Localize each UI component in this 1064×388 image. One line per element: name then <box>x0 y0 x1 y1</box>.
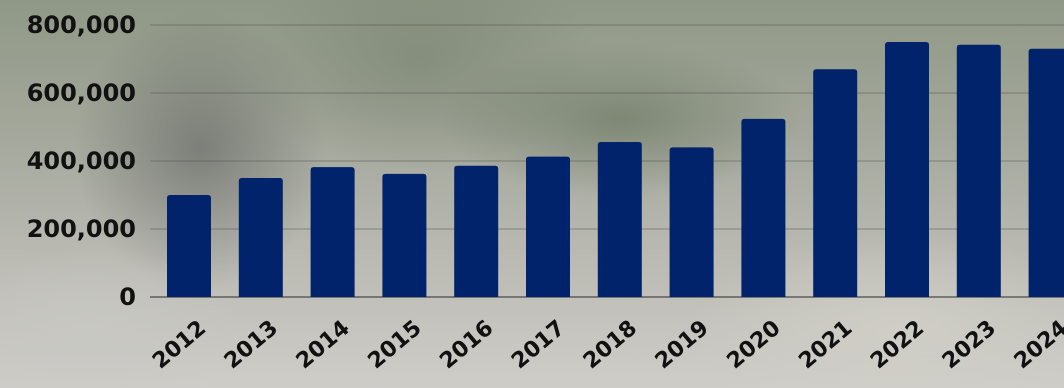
y-tick-label: 400,000 <box>27 147 136 175</box>
bar-2024 <box>1028 48 1064 297</box>
x-tick-label-2021: 2021 <box>794 316 857 375</box>
bar-2019 <box>669 147 714 297</box>
bar-2013 <box>238 178 283 297</box>
bar-2015 <box>382 173 427 297</box>
bar-2012 <box>167 195 211 297</box>
bar-2014 <box>310 167 355 297</box>
x-tick-label-2017: 2017 <box>507 316 570 375</box>
y-tick-label: 600,000 <box>27 79 136 107</box>
x-axis-ticks: 2012 2013 2014 2015 2016 2017 2018 2019 2020 2021… <box>148 316 1064 375</box>
bar-2018 <box>597 141 642 297</box>
bar-2023 <box>956 44 1001 297</box>
bar-2022 <box>885 42 929 297</box>
bars <box>167 42 1064 297</box>
x-tick-label-2016: 2016 <box>435 316 498 375</box>
x-tick-label-2020: 2020 <box>723 316 786 375</box>
x-tick-label-2013: 2013 <box>220 316 283 375</box>
x-tick-label-2015: 2015 <box>364 316 427 375</box>
x-tick-label-2022: 2022 <box>866 316 929 375</box>
x-tick-label-2019: 2019 <box>651 316 714 375</box>
x-tick-label-2012: 2012 <box>148 316 211 375</box>
y-axis-ticks: 0 200,000 400,000 600,000 800,000 <box>27 11 136 311</box>
x-tick-label-2024: 2024 <box>1010 316 1064 375</box>
y-tick-label: 0 <box>119 283 136 311</box>
bar-2016 <box>454 165 499 297</box>
y-tick-label: 800,000 <box>27 11 136 39</box>
x-tick-label-2018: 2018 <box>579 316 642 375</box>
bar-2020 <box>741 118 786 297</box>
bar-2021 <box>813 69 858 297</box>
x-tick-label-2014: 2014 <box>292 316 355 375</box>
bar-2017 <box>526 156 570 297</box>
y-tick-label: 200,000 <box>27 215 136 243</box>
x-tick-label-2023: 2023 <box>938 316 1001 375</box>
